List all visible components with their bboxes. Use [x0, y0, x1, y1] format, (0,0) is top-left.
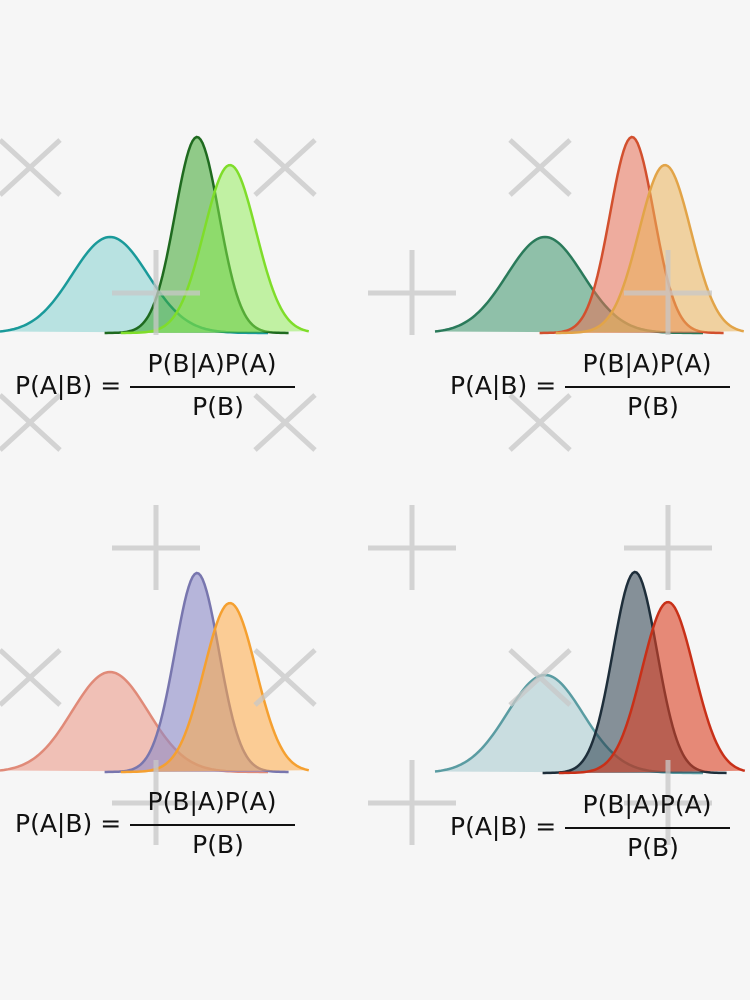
watermark	[0, 138, 712, 845]
formula-denominator: P(B)	[627, 392, 679, 421]
formula-denominator: P(B)	[192, 830, 244, 859]
watermark-plus	[112, 505, 712, 590]
formula-denominator: P(B)	[627, 833, 679, 862]
bell-curve	[558, 600, 746, 775]
bell-curve	[120, 601, 310, 774]
bell-curve-group	[434, 570, 746, 775]
formula-lhs: P(A|B) =	[15, 809, 121, 838]
bell-curve	[120, 163, 310, 335]
watermark-plus	[112, 760, 712, 845]
watermark-cross	[0, 648, 572, 707]
formula-lhs: P(A|B) =	[15, 371, 121, 400]
watermark-plus	[112, 250, 712, 335]
formula-numerator: P(B|A)P(A)	[583, 349, 712, 378]
formula-lhs: P(A|B) =	[450, 812, 556, 841]
formulas: P(A|B) = P(B|A)P(A) P(B) P(A|B) = P(B|A)P(A)…	[15, 349, 730, 862]
formula-lhs: P(A|B) =	[450, 371, 556, 400]
watermark-cross	[0, 138, 572, 197]
formula-numerator: P(B|A)P(A)	[148, 349, 277, 378]
watermark-cross	[0, 393, 572, 452]
bell-curve-group	[0, 571, 310, 774]
formula-denominator: P(B)	[192, 392, 244, 421]
bell-curve-group	[0, 135, 310, 335]
formula-numerator: P(B|A)P(A)	[583, 790, 712, 819]
formula-numerator: P(B|A)P(A)	[148, 787, 277, 816]
